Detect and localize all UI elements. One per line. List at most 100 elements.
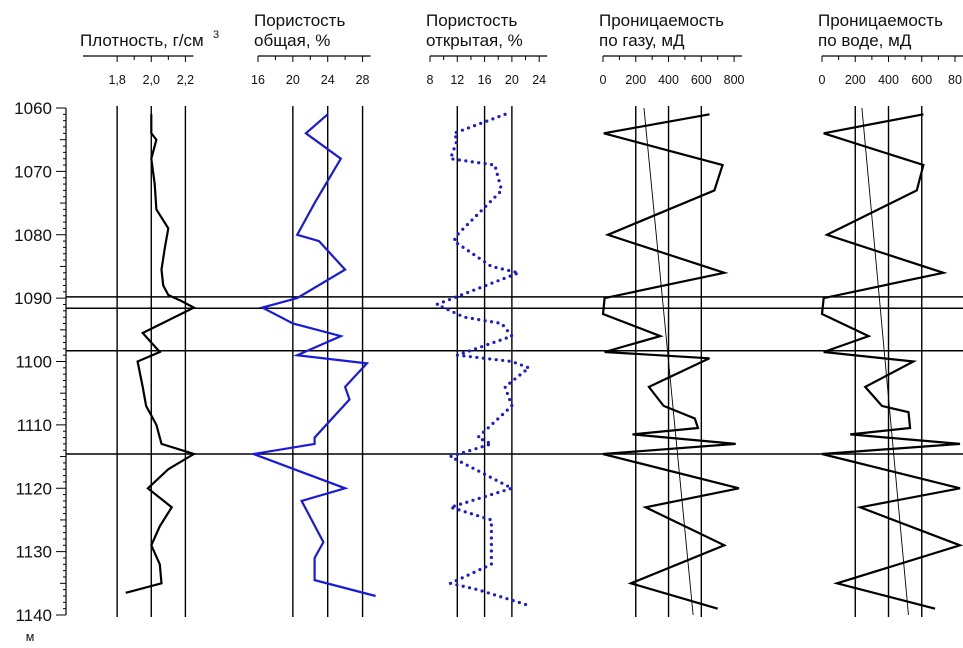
series-dot xyxy=(494,358,498,362)
track-tick-label: 600 xyxy=(691,73,712,87)
series-dot xyxy=(489,320,494,324)
series-dot xyxy=(502,276,506,281)
series-dot xyxy=(479,209,483,213)
series-line xyxy=(125,114,197,594)
series-dot xyxy=(494,166,498,170)
track-tick-label: 400 xyxy=(658,73,679,87)
series-dot xyxy=(449,454,453,458)
series-dot xyxy=(454,579,458,583)
series-dot xyxy=(489,162,494,167)
series-dot xyxy=(511,599,515,603)
series-dot xyxy=(503,112,507,116)
series-dot xyxy=(491,421,495,426)
series-dot xyxy=(490,281,494,285)
series-dot xyxy=(508,397,512,402)
series-dot xyxy=(491,117,495,121)
series-dot xyxy=(446,308,450,312)
series-dot xyxy=(470,316,474,321)
series-dot xyxy=(505,597,509,601)
depth-tick-label: 1130 xyxy=(15,543,52,562)
series-dot xyxy=(475,355,479,360)
series-dot xyxy=(523,602,528,607)
series-dot xyxy=(506,484,510,488)
series-dot xyxy=(484,283,488,288)
track-tick-label: 8 xyxy=(427,73,434,87)
depth-unit-label: м xyxy=(26,630,35,644)
series-dot xyxy=(477,256,481,260)
series-dot xyxy=(503,385,507,389)
series-dot xyxy=(498,338,502,342)
series-dot xyxy=(473,347,478,351)
series-dot xyxy=(471,498,475,502)
series-dot xyxy=(468,448,472,453)
track-title-line-2: по воде, мД xyxy=(818,31,912,50)
series-dot xyxy=(482,515,486,520)
track-tick-label: 20 xyxy=(286,73,300,87)
depth-tick-label: 1070 xyxy=(14,162,52,181)
series-dot xyxy=(454,141,458,145)
track-tick-label: 200 xyxy=(625,73,646,87)
series-dot xyxy=(492,593,497,597)
series-dot xyxy=(514,272,518,276)
text-layer: 1060 1070 1080 1090 1100 1110 1120 1130 1140 м 1,8… xyxy=(14,11,962,644)
series-dot xyxy=(462,354,466,358)
series-dot xyxy=(479,121,483,125)
track-tick-label: 1,8 xyxy=(108,73,125,87)
series-dot xyxy=(488,357,492,361)
series-dot xyxy=(500,412,505,417)
series-dot xyxy=(472,252,476,257)
series-dot xyxy=(465,500,469,504)
series-dot xyxy=(468,355,472,359)
series-dot xyxy=(477,469,481,473)
series-line xyxy=(601,113,740,610)
series-dot xyxy=(458,502,463,506)
axes-layer xyxy=(56,55,963,616)
series-dot xyxy=(513,377,517,381)
series-dot xyxy=(497,179,501,183)
trend-line xyxy=(861,107,909,616)
series-dotted-line xyxy=(435,112,530,607)
series-dot xyxy=(477,435,481,439)
track-tick-label: 20 xyxy=(505,73,519,87)
series-dot xyxy=(488,200,492,204)
series-dot xyxy=(465,223,469,227)
series-dot xyxy=(470,160,474,164)
series-dot xyxy=(483,494,488,499)
series-dot xyxy=(501,324,505,328)
series-dot xyxy=(480,445,484,449)
series-dot xyxy=(489,542,494,547)
series-dot xyxy=(519,363,524,367)
series-dot xyxy=(501,358,505,363)
series-dot xyxy=(480,345,484,349)
track-tick-label: 0 xyxy=(600,73,607,87)
series-layer xyxy=(125,107,963,616)
depth-tick-label: 1120 xyxy=(15,479,52,498)
track-tick-label: 600 xyxy=(911,73,932,87)
series-dot xyxy=(456,242,460,246)
series-dot xyxy=(508,381,512,385)
series-dot xyxy=(480,589,484,593)
track-tick-label: 400 xyxy=(878,73,899,87)
series-dot xyxy=(459,460,464,464)
series-dot xyxy=(456,232,460,236)
series-dot xyxy=(457,158,461,162)
series-dot xyxy=(470,218,474,222)
track-tick-label: 24 xyxy=(532,73,546,87)
series-dot xyxy=(463,510,467,514)
series-dot xyxy=(465,463,469,467)
series-dot xyxy=(486,440,490,445)
series-dot xyxy=(505,329,510,333)
series-dot xyxy=(505,391,510,396)
track-title-line-2: по газу, мД xyxy=(599,31,685,50)
series-dot xyxy=(458,313,462,317)
series-dot xyxy=(508,274,512,278)
series-dot xyxy=(460,293,464,297)
series-dot xyxy=(461,245,465,249)
series-dot xyxy=(474,213,479,218)
series-dot xyxy=(494,478,498,482)
series-dot xyxy=(496,321,500,325)
series-dot xyxy=(464,159,468,163)
track-tick-label: 2,0 xyxy=(143,73,160,87)
series-dot xyxy=(460,128,465,132)
